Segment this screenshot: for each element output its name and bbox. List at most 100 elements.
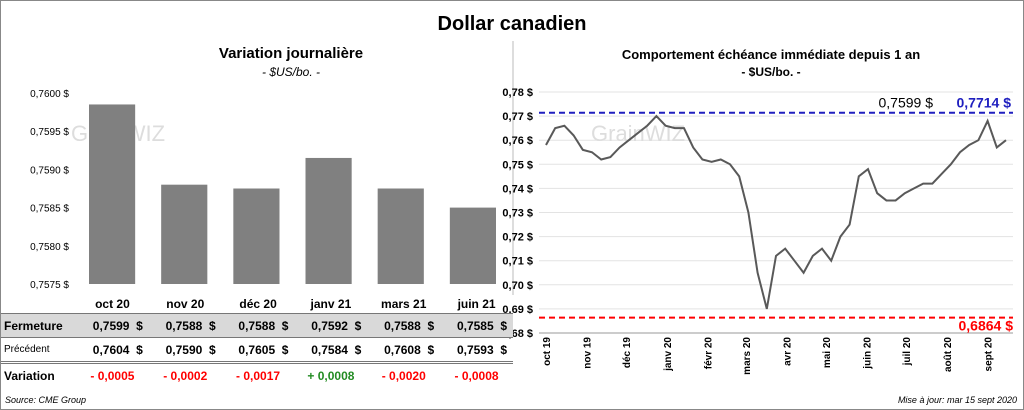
bar: [233, 188, 280, 284]
value: 0,7608: [384, 342, 421, 357]
variation-value: - 0,0002: [148, 361, 222, 387]
currency: $: [136, 342, 143, 357]
currency: $: [281, 342, 289, 357]
main-title: Dollar canadien: [437, 13, 587, 35]
variation-value: - 0,0017: [221, 361, 295, 387]
last-label: 0,7599 $: [879, 95, 934, 111]
y-tick-label: 0,69 $: [502, 304, 533, 316]
column-header: mars 21: [381, 297, 427, 311]
x-tick-label: déc 19: [622, 337, 633, 369]
y-tick-label: 0,77 $: [502, 111, 533, 123]
variation-value: - 0,0005: [76, 361, 149, 387]
value: 0,7588: [384, 318, 421, 333]
currency: $: [354, 318, 362, 333]
column-header: nov 20: [166, 297, 205, 311]
currency: $: [427, 318, 435, 333]
currency: $: [208, 342, 216, 357]
x-tick-label: mai 20: [822, 337, 833, 369]
column-header: oct 20: [95, 297, 130, 311]
precedent-value: 0,7593 $: [440, 338, 513, 363]
update-note: Mise à jour: mar 15 sept 2020: [897, 395, 1017, 405]
x-tick-label: sept 20: [984, 337, 995, 372]
currency: $: [281, 318, 289, 333]
variation-value: + 0,0008: [294, 361, 368, 387]
x-tick-label: févr 20: [704, 337, 715, 370]
precedent-value: 0,7608 $: [367, 338, 440, 363]
row-label-fermeture: Fermeture: [4, 318, 63, 333]
y-tick-label: 0,73 $: [502, 208, 533, 220]
y-tick-label: 0,7585 $: [30, 204, 69, 215]
value: 0,7593: [456, 342, 494, 357]
y-tick-label: 0,7580 $: [30, 242, 69, 253]
value: 0,7588: [238, 318, 276, 333]
y-tick-label: 0,74 $: [502, 183, 533, 195]
currency: $: [500, 342, 507, 357]
column-header: juin 21: [457, 297, 496, 311]
y-tick-label: 0,76 $: [502, 135, 533, 147]
column-header: déc 20: [239, 297, 277, 311]
precedent-value: 0,7605 $: [222, 338, 295, 363]
bar: [377, 188, 424, 284]
contracts-table: oct 20 nov 20 déc 20 janv 21 mars 21 juin 21 …: [1, 295, 513, 387]
currency: $: [208, 318, 216, 333]
fermeture-value: 0,7588 $: [367, 314, 440, 338]
left-chart-subtitle: - $US/bo. -: [261, 65, 321, 79]
variation-value: - 0,0020: [367, 361, 441, 387]
value: 0,7599: [92, 318, 130, 333]
currency: $: [354, 342, 362, 357]
right-chart-subtitle: - $US/bo. -: [741, 65, 801, 79]
value: 0,7585: [456, 318, 494, 333]
y-tick-label: 0,68 $: [502, 328, 533, 340]
bar: [305, 157, 352, 284]
left-chart-title: Variation journalière: [218, 45, 364, 62]
value: 0,7605: [238, 342, 276, 357]
x-tick-label: avr 20: [783, 337, 794, 366]
y-tick-label: 0,78 $: [502, 87, 533, 99]
value: 0,7592: [311, 318, 348, 333]
y-tick-label: 0,71 $: [502, 256, 533, 268]
price-line: [545, 114, 1007, 310]
high-label: 0,7714 $: [957, 95, 1012, 111]
fermeture-value: 0,7588 $: [222, 314, 295, 338]
precedent-value: 0,7584 $: [294, 338, 367, 363]
y-tick-label: 0,7600 $: [30, 89, 69, 100]
x-tick-label: août 20: [943, 337, 954, 372]
currency: $: [500, 318, 507, 333]
x-tick-label: oct 19: [542, 337, 553, 366]
x-tick-label: juil 20: [902, 337, 913, 367]
fermeture-value: 0,7585 $: [440, 314, 513, 338]
value: 0,7590: [165, 342, 203, 357]
y-tick-label: 0,7595 $: [30, 127, 69, 138]
value: 0,7584: [311, 342, 348, 357]
currency: $: [427, 342, 435, 357]
source-note: Source: CME Group: [5, 395, 87, 405]
fermeture-value: 0,7592 $: [294, 314, 367, 338]
bar: [89, 104, 136, 285]
y-tick-label: 0,75 $: [502, 159, 533, 171]
row-label-variation: Variation: [1, 361, 76, 387]
precedent-value: 0,7604 $: [76, 338, 149, 363]
fermeture-value: 0,7599 $: [76, 314, 149, 338]
fermeture-value: 0,7588 $: [149, 314, 222, 338]
low-label: 0,6864 $: [959, 318, 1014, 334]
bar: [449, 207, 496, 284]
y-tick-label: 0,7590 $: [30, 165, 69, 176]
x-tick-label: juin 20: [863, 337, 874, 370]
y-tick-label: 0,7575 $: [30, 280, 69, 291]
value: 0,7588: [165, 318, 203, 333]
right-chart-title: Comportement échéance immédiate depuis 1…: [621, 47, 921, 62]
x-tick-label: janv 20: [663, 337, 674, 372]
x-tick-label: nov 19: [583, 337, 594, 369]
y-tick-label: 0,72 $: [502, 232, 533, 244]
currency: $: [136, 318, 143, 333]
variation-value: - 0,0008: [440, 361, 513, 387]
bar: [161, 184, 208, 284]
y-tick-label: 0,70 $: [502, 280, 533, 292]
row-label-precedent: Précédent: [4, 344, 50, 355]
value: 0,7604: [92, 342, 130, 357]
precedent-value: 0,7590 $: [149, 338, 222, 363]
x-tick-label: mars 20: [742, 337, 753, 375]
column-header: janv 21: [310, 297, 352, 311]
